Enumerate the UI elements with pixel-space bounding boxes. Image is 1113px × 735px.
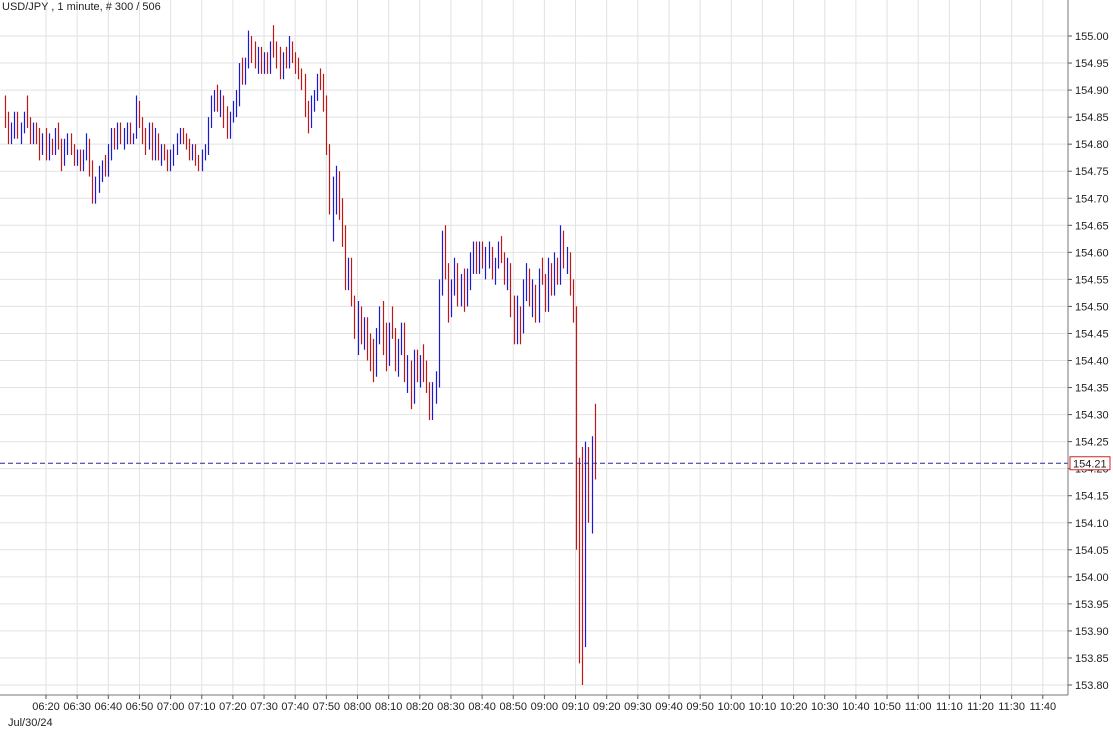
- current-price-value: 154.21: [1073, 458, 1107, 470]
- y-tick-label: 154.70: [1075, 193, 1109, 205]
- y-tick-label: 154.00: [1075, 572, 1109, 584]
- x-axis-tick-labels: 06:20 06:30 06:40 06:50 07:00 07:10 07:20 07:30…: [32, 695, 1056, 713]
- x-tick-label: 06:40: [95, 701, 123, 713]
- x-tick-label: 06:30: [63, 701, 91, 713]
- x-tick-label: 09:00: [531, 701, 559, 713]
- x-tick-label: 07:40: [281, 701, 309, 713]
- x-tick-label: 08:00: [344, 701, 372, 713]
- date-label: Jul/30/24: [8, 717, 53, 729]
- x-tick-label: 11:20: [967, 701, 994, 713]
- x-tick-label: 08:20: [406, 701, 434, 713]
- y-tick-label: 154.05: [1075, 545, 1109, 557]
- y-tick-label: 154.60: [1075, 247, 1109, 259]
- x-tick-label: 08:50: [499, 701, 527, 713]
- y-tick-label: 154.80: [1075, 139, 1109, 151]
- y-tick-label: 155.00: [1075, 31, 1109, 43]
- x-tick-label: 09:40: [655, 701, 683, 713]
- y-axis-tick-labels: 155.00 154.95 154.90 154.85 154.80 154.75 154.…: [1068, 31, 1109, 692]
- y-tick-label: 154.30: [1075, 410, 1109, 422]
- x-tick-label: 07:30: [250, 701, 278, 713]
- x-tick-label: 07:10: [188, 701, 216, 713]
- y-tick-label: 153.85: [1075, 653, 1109, 665]
- y-tick-label: 154.50: [1075, 301, 1109, 313]
- x-tick-label: 11:40: [1029, 701, 1056, 713]
- x-tick-label: 09:50: [686, 701, 714, 713]
- x-tick-label: 09:20: [593, 701, 621, 713]
- x-tick-label: 11:00: [905, 701, 932, 713]
- y-tick-label: 154.10: [1075, 518, 1109, 530]
- x-tick-label: 07:00: [157, 701, 185, 713]
- x-tick-label: 10:50: [873, 701, 901, 713]
- x-tick-label: 07:20: [219, 701, 247, 713]
- y-tick-label: 153.90: [1075, 626, 1109, 638]
- x-tick-label: 07:50: [313, 701, 341, 713]
- x-tick-label: 08:40: [468, 701, 496, 713]
- x-tick-label: 10:10: [749, 701, 777, 713]
- x-tick-label: 10:20: [780, 701, 808, 713]
- y-tick-label: 154.25: [1075, 437, 1109, 449]
- y-tick-label: 154.15: [1075, 491, 1109, 503]
- y-tick-label: 154.90: [1075, 85, 1109, 97]
- y-tick-label: 153.95: [1075, 599, 1109, 611]
- grid-lines: [0, 0, 1068, 695]
- ohlc-bars: [4, 25, 597, 685]
- x-tick-label: 11:30: [998, 701, 1025, 713]
- x-tick-label: 08:10: [375, 701, 403, 713]
- x-tick-label: 09:30: [624, 701, 652, 713]
- y-tick-label: 154.65: [1075, 220, 1109, 232]
- y-tick-label: 154.95: [1075, 58, 1109, 70]
- x-tick-label: 10:00: [718, 701, 746, 713]
- y-tick-label: 153.80: [1075, 680, 1109, 692]
- y-tick-label: 154.55: [1075, 274, 1109, 286]
- current-price-label: 154.21: [1069, 456, 1111, 471]
- y-tick-label: 154.75: [1075, 166, 1109, 178]
- y-tick-label: 154.35: [1075, 383, 1109, 395]
- y-tick-label: 154.85: [1075, 112, 1109, 124]
- x-tick-label: 08:30: [437, 701, 465, 713]
- x-tick-label: 11:10: [936, 701, 963, 713]
- chart-title: USD/JPY , 1 minute, # 300 / 506: [2, 1, 161, 13]
- x-tick-label: 06:50: [126, 701, 154, 713]
- x-tick-label: 10:40: [842, 701, 870, 713]
- x-tick-label: 06:20: [32, 701, 60, 713]
- x-tick-label: 09:10: [562, 701, 590, 713]
- y-tick-label: 154.40: [1075, 356, 1109, 368]
- y-tick-label: 154.45: [1075, 328, 1109, 340]
- x-tick-label: 10:30: [811, 701, 839, 713]
